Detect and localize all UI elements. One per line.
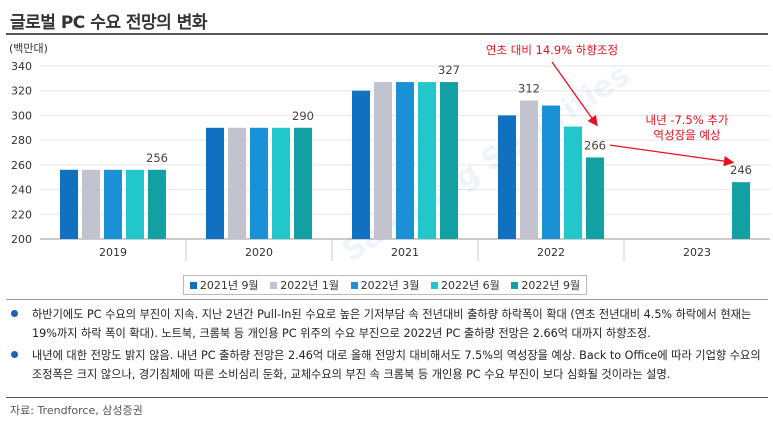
chart-legend: 2021년 9월 2022년 1월 2022년 3월 2022년 6월 2022년 9월 — [183, 275, 587, 295]
bar — [272, 127, 290, 239]
bar — [250, 127, 268, 239]
legend-label: 2022년 9월 — [521, 279, 581, 292]
legend-label: 2022년 3월 — [360, 279, 420, 292]
bullet-text: 내년에 대한 전망도 밝지 않음. 내년 PC 출하량 전망은 2.46억 대로… — [32, 349, 761, 381]
bar — [498, 115, 516, 239]
bar — [228, 127, 246, 239]
bar — [352, 90, 370, 239]
bar — [60, 169, 78, 239]
x-tick-label: 2020 — [245, 246, 273, 259]
bar — [732, 182, 750, 239]
y-tick-label: 220 — [11, 208, 32, 221]
legend-swatch — [350, 281, 358, 289]
legend-label: 2022년 6월 — [441, 279, 500, 292]
y-axis-label: (백만대) — [9, 42, 48, 55]
title-divider — [6, 33, 768, 35]
data-label: 246 — [730, 163, 752, 177]
bar — [542, 105, 560, 240]
legend-swatch — [270, 281, 278, 289]
data-label: 290 — [292, 109, 314, 123]
source-note: 자료: Trendforce, 삼성증권 — [10, 404, 143, 417]
x-tick-label: 2023 — [683, 246, 711, 259]
legend-swatch — [431, 281, 438, 289]
legend-divider — [6, 299, 768, 300]
y-tick-label: 340 — [11, 60, 32, 73]
bar — [206, 127, 224, 239]
bar — [82, 169, 100, 239]
y-tick-label: 320 — [11, 85, 32, 98]
chart-title: 글로벌 PC 수요 전망의 변화 — [10, 13, 208, 33]
bar — [148, 169, 166, 239]
annotation-arrow — [551, 61, 598, 127]
data-label: 266 — [584, 138, 606, 152]
annotation-text: 내년 -7.5% 추가 — [646, 113, 729, 127]
bar — [396, 82, 414, 239]
bullet-item: 내년에 대한 전망도 밝지 않음. 내년 PC 출하량 전망은 2.46억 대로… — [8, 346, 768, 384]
y-tick-label: 260 — [11, 159, 32, 172]
bar — [294, 127, 312, 239]
legend-item: 2022년 6월 — [431, 277, 500, 293]
x-tick-label: 2021 — [391, 246, 419, 259]
summary-bullets: 하반기에도 PC 수요의 부진이 지속. 지난 2년간 Pull-In된 수요로… — [8, 305, 768, 387]
x-tick-label: 2022 — [537, 246, 565, 259]
y-tick-label: 280 — [11, 134, 32, 147]
annotation-arrow — [609, 144, 735, 167]
y-tick-label: 200 — [11, 233, 32, 246]
bullet-item: 하반기에도 PC 수요의 부진이 지속. 지난 2년간 Pull-In된 수요로… — [8, 305, 768, 343]
legend-label: 2021년 9월 — [199, 279, 259, 292]
bullet-text: 하반기에도 PC 수요의 부진이 지속. 지난 2년간 Pull-In된 수요로… — [32, 308, 752, 340]
annotation-text: 역성장을 예상 — [653, 128, 721, 142]
bullet-dot-icon — [11, 310, 18, 317]
bar — [440, 82, 458, 239]
bar — [564, 126, 582, 239]
source-divider — [6, 397, 768, 398]
x-tick-label: 2019 — [99, 246, 127, 259]
bar — [520, 100, 538, 239]
bar — [418, 82, 436, 239]
data-label: 256 — [146, 151, 168, 165]
legend-item: 2022년 1월 — [270, 277, 339, 293]
legend-item: 2022년 9월 — [511, 277, 580, 293]
legend-swatch — [511, 281, 519, 289]
bullet-dot-icon — [11, 351, 18, 358]
bar — [126, 169, 144, 239]
bar — [104, 169, 122, 239]
legend-swatch — [189, 281, 197, 289]
y-tick-label: 300 — [11, 109, 32, 122]
bar — [586, 157, 604, 239]
y-tick-label: 240 — [11, 184, 32, 197]
data-label: 312 — [518, 82, 540, 96]
bar — [374, 82, 392, 239]
legend-item: 2022년 3월 — [350, 277, 420, 293]
data-label: 327 — [438, 63, 460, 77]
annotation-text: 연초 대비 14.9% 하향조정 — [486, 43, 618, 57]
legend-label: 2022년 1월 — [280, 279, 339, 292]
legend-item: 2021년 9월 — [189, 277, 259, 293]
